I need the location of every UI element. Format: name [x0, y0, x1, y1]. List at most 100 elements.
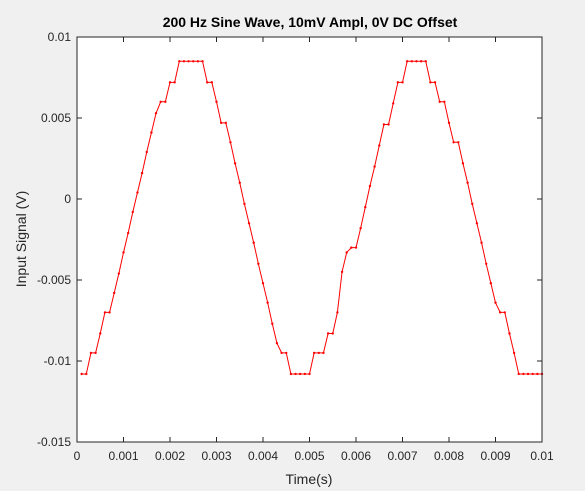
data-point	[94, 351, 97, 355]
data-point	[475, 222, 479, 225]
data-point	[489, 282, 493, 285]
data-point	[233, 162, 237, 165]
data-point	[168, 81, 172, 84]
data-point	[113, 291, 116, 295]
data-point	[164, 100, 167, 104]
x-tick-label: 0	[74, 449, 81, 463]
data-point	[498, 311, 502, 314]
data-point	[508, 332, 511, 335]
series-line	[81, 60, 542, 375]
data-point	[275, 341, 279, 345]
data-point	[331, 332, 334, 335]
data-point	[280, 351, 283, 355]
data-point	[415, 60, 418, 63]
data-point	[178, 60, 181, 63]
data-point	[85, 372, 88, 376]
data-point	[382, 123, 386, 126]
data-point	[461, 162, 465, 165]
data-point	[252, 241, 255, 244]
data-point	[336, 311, 339, 314]
data-point	[424, 60, 427, 63]
data-point	[345, 251, 348, 254]
data-point	[503, 311, 506, 314]
data-point	[485, 262, 488, 265]
data-point	[480, 241, 483, 244]
data-point	[471, 202, 474, 206]
data-point	[80, 372, 83, 376]
y-tick-label: -0.01	[44, 354, 72, 368]
x-tick-label: 0.008	[434, 449, 464, 463]
plot-area	[77, 37, 542, 442]
data-point	[257, 262, 260, 265]
x-tick-label: 0.004	[248, 449, 278, 463]
data-point	[126, 231, 130, 235]
y-axis: 0.01 0.005 0 -0.005 -0.01 -0.015	[37, 30, 542, 449]
data-point	[289, 372, 293, 376]
data-point	[210, 81, 214, 84]
data-point	[452, 141, 455, 144]
data-point	[154, 111, 158, 115]
data-point	[136, 191, 139, 194]
x-axis-label: Time(s)	[286, 471, 333, 487]
data-point	[443, 100, 446, 104]
data-point	[512, 351, 516, 355]
y-tick-label: -0.015	[37, 435, 71, 449]
data-point	[266, 301, 269, 304]
data-point	[238, 181, 241, 184]
data-point	[140, 171, 144, 175]
data-point	[368, 184, 372, 188]
data-point	[99, 332, 102, 335]
x-tick-label: 0.009	[480, 449, 510, 463]
data-point	[522, 372, 525, 376]
x-tick-label: 0.002	[155, 449, 185, 463]
data-point	[229, 141, 232, 144]
data-point	[354, 246, 358, 249]
y-tick-label: 0.005	[41, 111, 71, 125]
y-tick-label: 0	[64, 192, 71, 206]
y-tick-label: -0.005	[37, 273, 71, 287]
data-point	[294, 372, 297, 376]
data-point	[536, 372, 539, 376]
plot-layer	[80, 60, 544, 376]
data-point	[387, 123, 390, 126]
data-point	[150, 131, 153, 134]
data-point	[131, 210, 134, 214]
data-point	[350, 246, 353, 249]
data-point	[192, 60, 195, 63]
data-point	[271, 322, 274, 325]
data-point	[299, 372, 302, 376]
x-tick-label: 0.001	[108, 449, 138, 463]
data-point	[401, 81, 404, 84]
data-point	[159, 100, 162, 104]
data-point	[457, 141, 460, 144]
data-point	[340, 270, 344, 274]
data-point	[122, 251, 125, 254]
data-point	[173, 81, 176, 84]
x-tick-label: 0.01	[530, 449, 554, 463]
data-point	[215, 100, 218, 104]
data-point	[219, 121, 223, 125]
data-point	[438, 100, 441, 104]
data-point	[89, 351, 93, 355]
data-point	[201, 60, 204, 63]
x-tick-label: 0.003	[201, 449, 231, 463]
x-axis: 0 0.001 0.002 0.003 0.004 0.005 0.006 0.007 0.00…	[74, 37, 554, 463]
data-point	[308, 372, 311, 376]
data-point	[145, 150, 148, 154]
data-point	[396, 81, 400, 84]
data-point	[187, 60, 190, 63]
data-point	[108, 311, 111, 314]
x-tick-label: 0.007	[387, 449, 417, 463]
data-point	[322, 351, 325, 355]
data-point	[243, 202, 246, 206]
data-point	[312, 351, 316, 355]
data-point	[303, 372, 307, 376]
data-point	[247, 222, 251, 225]
data-point	[405, 60, 409, 63]
data-point	[206, 81, 209, 84]
data-point	[378, 144, 381, 147]
data-point	[261, 282, 265, 285]
data-point	[117, 272, 121, 275]
data-point	[373, 165, 376, 168]
